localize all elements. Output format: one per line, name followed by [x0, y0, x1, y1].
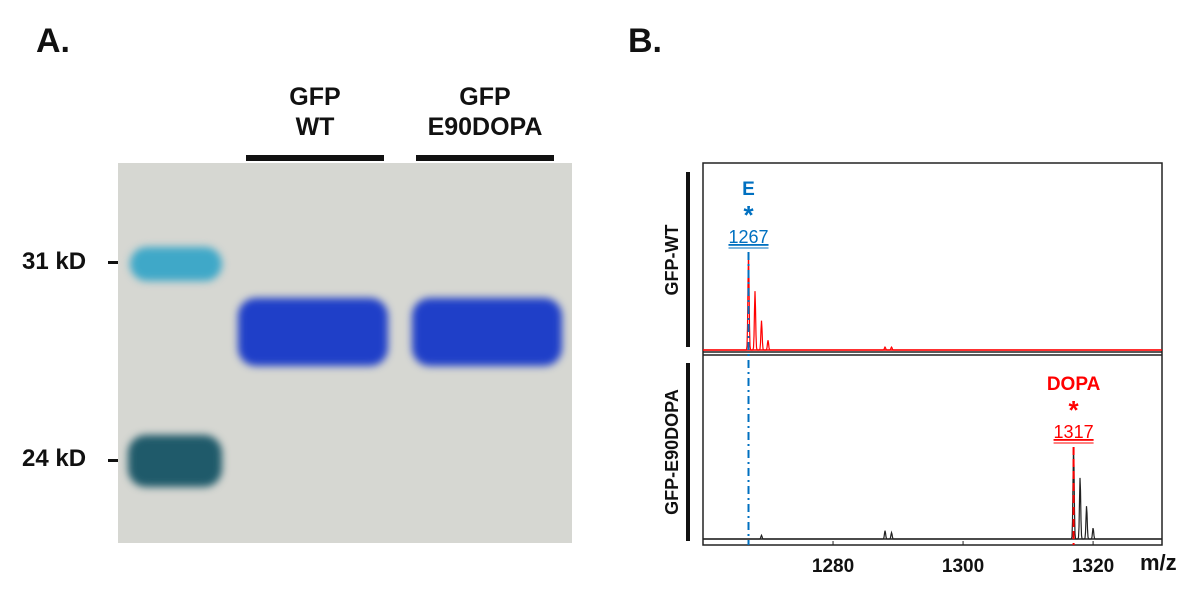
annotation-asterisk: * [1069, 395, 1080, 425]
lane-label-wt: GFP WT [246, 82, 384, 142]
panel-label-gfp-wt: GFP-WT [662, 225, 682, 296]
marker-31kd: 31 kD [22, 248, 87, 275]
annotation-residue: DOPA [1047, 374, 1101, 395]
x-tick-label: 1300 [942, 556, 984, 577]
lane-label-line1: GFP [289, 83, 341, 111]
plot-frame [702, 162, 1163, 546]
x-tick-label: 1280 [812, 556, 854, 577]
lane-label-line2: E90DOPA [427, 113, 543, 141]
ladder-band-31kd [130, 247, 222, 281]
gfp-wt-band [238, 298, 388, 366]
gfp-dopa-band [412, 298, 562, 366]
panel-a-label: A. [36, 22, 70, 60]
panel-label-gfp-dopa: GFP-E90DOPA [662, 389, 682, 515]
marker-tick [108, 261, 126, 264]
lane-bar-wt [246, 155, 384, 161]
wt-panel-bar [686, 172, 690, 347]
annotation-asterisk: * [743, 200, 754, 230]
spectrum-trace-1 [703, 447, 1162, 540]
spectrum-trace-0 [703, 251, 1162, 351]
x-tick-label: 1320 [1072, 556, 1114, 577]
lane-label-line2: WT [295, 113, 335, 141]
panel-b-label: B. [628, 22, 662, 60]
marker-24kd: 24 kD [22, 445, 87, 472]
annotation-mz: 1317 [1054, 422, 1094, 442]
dopa-panel-bar [686, 363, 690, 541]
annotation-residue: E [742, 179, 755, 200]
ladder-band-24kd [128, 435, 222, 487]
lane-bar-dopa [416, 155, 554, 161]
lane-label-line1: GFP [459, 83, 511, 111]
marker-tick [108, 459, 126, 462]
lane-label-dopa: GFP E90DOPA [416, 82, 554, 142]
annotation-mz: 1267 [728, 227, 768, 247]
sds-page-gel [118, 163, 572, 543]
x-axis-label: m/z [1140, 550, 1177, 575]
